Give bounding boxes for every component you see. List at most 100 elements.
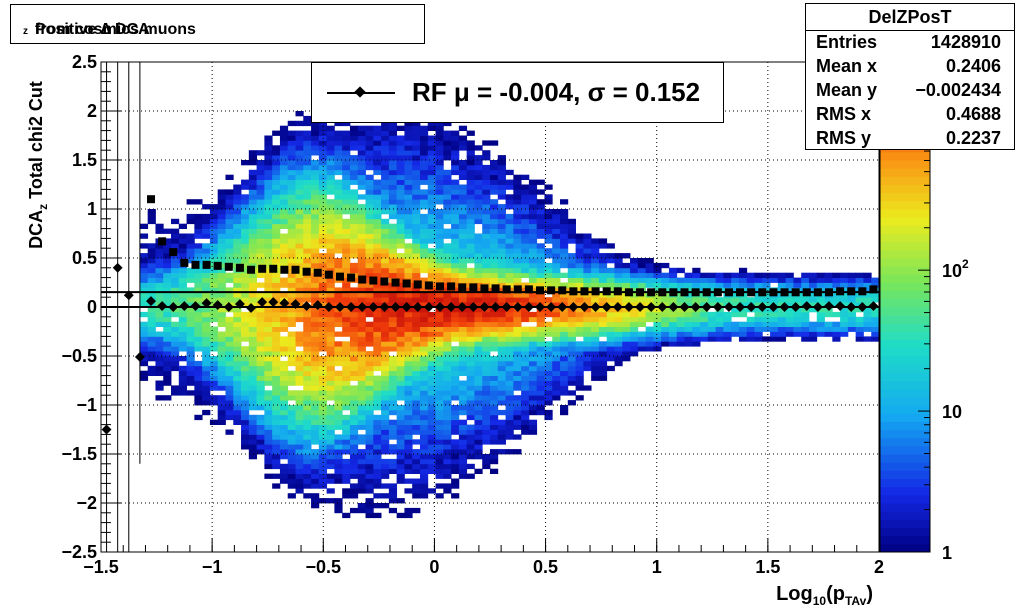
heatmap-cell — [264, 145, 273, 151]
profile-point-square — [180, 258, 189, 267]
heatmap-cell — [388, 409, 398, 416]
heatmap-cell — [443, 360, 452, 367]
heatmap-cell — [404, 209, 413, 215]
heatmap-cell — [163, 341, 172, 347]
heatmap-cell — [404, 169, 413, 176]
heatmap-cell — [241, 351, 250, 357]
profile-point-square — [424, 281, 433, 290]
heatmap-cell — [801, 277, 810, 283]
heatmap-cell — [256, 331, 265, 337]
heatmap-cell — [404, 243, 413, 249]
heatmap-cell — [482, 233, 491, 239]
heatmap-cell — [388, 385, 398, 391]
heatmap-cell — [326, 297, 335, 303]
heatmap-cell — [513, 204, 522, 210]
heatmap-cell — [202, 253, 211, 259]
heatmap-cell — [606, 258, 615, 264]
heatmap-cell — [295, 179, 304, 185]
heatmap-cell — [560, 375, 569, 381]
heatmap-cell — [723, 331, 732, 337]
heatmap-cell — [326, 346, 335, 352]
heatmap-cell — [458, 213, 468, 220]
heatmap-cell — [272, 331, 281, 337]
heatmap-cell — [217, 321, 226, 327]
heatmap-cell — [171, 385, 180, 391]
heatmap-cell — [303, 223, 312, 229]
heatmap-cell — [560, 390, 569, 396]
heatmap-cell — [419, 140, 429, 146]
heatmap-cell — [248, 434, 257, 440]
heatmap-cell — [342, 341, 351, 347]
heatmap-cell — [560, 365, 569, 372]
heatmap-cell — [365, 488, 374, 494]
heatmap-cell — [388, 174, 398, 180]
heatmap-cell — [311, 316, 320, 323]
heatmap-cell — [171, 341, 180, 347]
heatmap-cell — [178, 370, 187, 376]
heatmap-cell — [591, 243, 600, 249]
profile-point-diamond — [123, 290, 134, 301]
heatmap-cell — [451, 302, 460, 308]
heatmap-cell — [248, 150, 257, 156]
heatmap-cell — [490, 434, 499, 440]
heatmap-cell — [560, 248, 569, 254]
heatmap-cell — [365, 400, 374, 406]
heatmap-cell — [326, 395, 335, 401]
heatmap-cell — [241, 414, 250, 421]
heatmap-cell — [505, 365, 514, 372]
heatmap-cell — [264, 262, 273, 269]
heatmap-cell — [552, 233, 561, 239]
heatmap-cell — [326, 380, 335, 386]
heatmap-cell — [513, 194, 522, 200]
heatmap-cell — [419, 419, 429, 425]
heatmap-cell — [505, 292, 514, 298]
heatmap-cell — [295, 253, 304, 259]
heatmap-cell — [801, 272, 810, 278]
heatmap-cell — [482, 243, 491, 249]
heatmap-cell — [435, 262, 444, 269]
heatmap-cell — [458, 326, 468, 332]
heatmap-cell — [443, 424, 452, 430]
heatmap-cell — [544, 228, 553, 234]
heatmap-cell — [575, 287, 584, 293]
heatmap-cell — [318, 164, 328, 171]
heatmap-cell — [357, 346, 366, 352]
heatmap-cell — [419, 174, 429, 180]
heatmap-cell — [474, 400, 483, 406]
heatmap-cell — [560, 238, 569, 244]
heatmap-cell — [388, 493, 398, 499]
heatmap-cell — [381, 449, 390, 455]
heatmap-cell — [217, 189, 226, 195]
profile-point-diamond — [557, 302, 568, 312]
heatmap-cell — [482, 184, 491, 190]
heatmap-cell — [342, 307, 351, 313]
heatmap-cell — [349, 326, 359, 332]
heatmap-cell — [373, 267, 382, 274]
profile-point-diamond — [724, 302, 734, 312]
colorbar-segment — [880, 535, 930, 545]
colorbar-segment — [880, 470, 930, 479]
heatmap-cell — [295, 405, 304, 411]
heatmap-cell — [248, 194, 257, 200]
profile-point-diamond — [535, 302, 545, 312]
heatmap-cell — [342, 346, 351, 352]
heatmap-cell — [427, 204, 436, 210]
heatmap-cell — [521, 267, 530, 274]
heatmap-cell — [357, 184, 366, 190]
heatmap-cell — [311, 468, 320, 474]
heatmap-cell — [575, 341, 584, 347]
heatmap-cell — [466, 444, 475, 450]
heatmap-cell — [248, 385, 257, 391]
heatmap-cell — [381, 253, 390, 259]
heatmap-cell — [373, 478, 382, 484]
heatmap-cell — [163, 316, 172, 323]
heatmap-cell — [342, 400, 351, 406]
heatmap-cell — [287, 204, 296, 210]
heatmap-cell — [318, 365, 328, 372]
heatmap-cell — [225, 321, 234, 327]
heatmap-cell — [357, 160, 366, 166]
heatmap-cell — [365, 395, 374, 401]
heatmap-cell — [451, 140, 460, 146]
heatmap-cell — [560, 316, 569, 323]
heatmap-cell — [373, 316, 382, 323]
